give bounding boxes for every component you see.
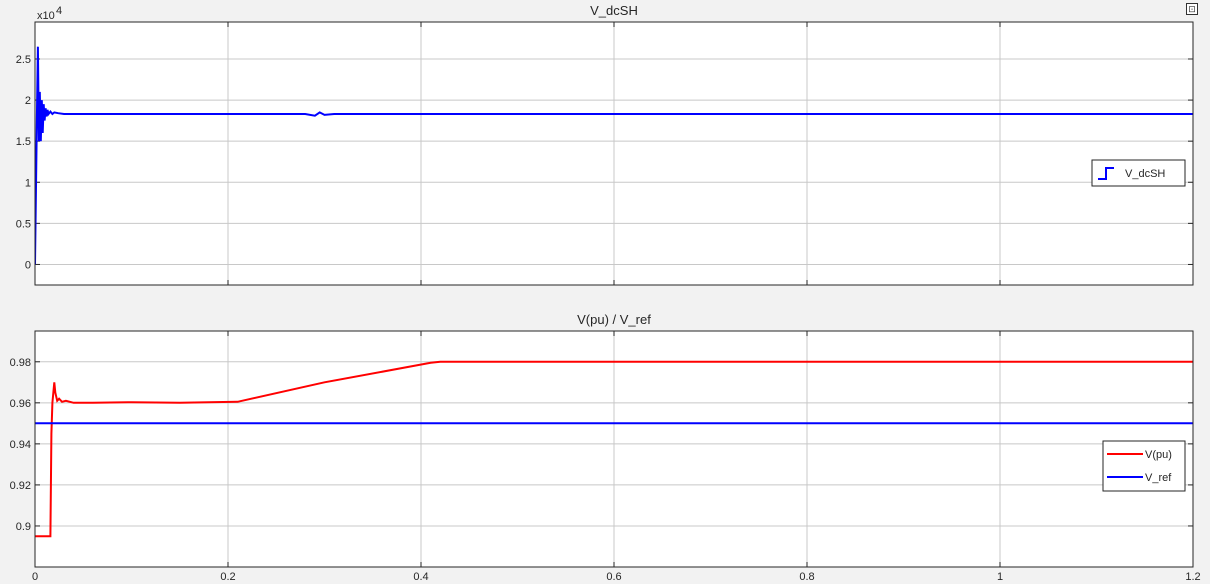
y-tick-label: 0.96 [10,398,31,410]
y-tick-label: 0.94 [10,439,31,451]
x-tick-label: 0.4 [413,571,428,583]
x-tick-label: 0.2 [220,571,235,583]
series-line-v-pu- [35,360,1193,538]
y-tick-label: 2 [25,95,31,107]
x-tick-label: 1 [997,571,1003,583]
y-tick-label: 0.92 [10,480,31,492]
y-tick-label: 0.98 [10,357,31,369]
y-tick-label: 0 [25,259,31,271]
series-line-v-dcsh [35,46,1193,265]
plot-vpu-vref: 0.9 0.92 0.94 0.96 0.98 0 0.2 0.4 0.6 0.8 1 1.2 V(pu… [10,312,1201,583]
y-tick-label: 2.5 [16,54,31,66]
axis-exponent: x10 [37,10,55,22]
restore-icon[interactable]: ⊡ [1186,3,1198,15]
legend-label: V(pu) [1145,449,1172,461]
x-tick-label: 0.8 [799,571,814,583]
plot-title: V_dcSH [590,3,638,18]
y-tick-label: 1.5 [16,136,31,148]
y-tick-label: 0.9 [16,521,31,533]
x-tick-label: 1.2 [1185,571,1200,583]
axes-border [34,21,1194,286]
legend-label: V_ref [1145,472,1172,484]
legend-label: V_dcSH [1125,168,1165,180]
x-tick-label: 0.6 [606,571,621,583]
plot-v-dcsh: 0 0.5 1 1.5 2 2.5 V_dcSH x10 4 V_dcSH [16,3,1194,286]
legend-box [1102,440,1186,492]
legend-swatch [1098,167,1114,180]
y-tick-label: 1 [25,177,31,189]
legend-box [1091,159,1186,187]
axes-border [34,330,1194,568]
axis-exponent-power: 4 [56,5,62,17]
x-tick-label: 0 [32,571,38,583]
plot-title: V(pu) / V_ref [577,312,651,327]
y-tick-label: 0.5 [16,218,31,230]
